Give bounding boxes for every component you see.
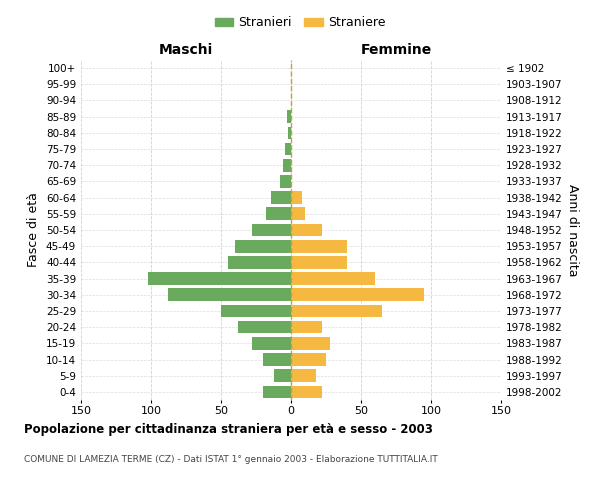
Bar (228, 256, 291, 268)
Bar (291, 256, 347, 268)
Bar (280, 175, 291, 188)
Bar (252, 337, 291, 349)
Bar (291, 321, 322, 334)
Bar (263, 353, 291, 366)
Text: Maschi: Maschi (159, 43, 213, 57)
Bar (221, 304, 291, 318)
Bar (266, 208, 291, 220)
Bar (263, 386, 291, 398)
Text: Popolazione per cittadinanza straniera per età e sesso - 2003: Popolazione per cittadinanza straniera p… (24, 422, 433, 436)
Bar (252, 224, 291, 236)
Text: Femmine: Femmine (361, 43, 431, 57)
Bar (291, 240, 347, 252)
Bar (168, 288, 291, 301)
Legend: Stranieri, Straniere: Stranieri, Straniere (209, 11, 391, 34)
Bar (238, 321, 291, 334)
Bar (291, 208, 305, 220)
Bar (291, 288, 424, 301)
Bar (291, 370, 316, 382)
Bar (291, 386, 322, 398)
Bar (148, 272, 291, 285)
Text: COMUNE DI LAMEZIA TERME (CZ) - Dati ISTAT 1° gennaio 2003 - Elaborazione TUTTITA: COMUNE DI LAMEZIA TERME (CZ) - Dati ISTA… (24, 455, 438, 464)
Bar (291, 272, 375, 285)
Bar (286, 142, 291, 156)
Bar (288, 126, 291, 139)
Bar (274, 370, 291, 382)
Bar (271, 192, 291, 204)
Bar (235, 240, 291, 252)
Bar (291, 224, 322, 236)
Bar (291, 192, 302, 204)
Bar (291, 337, 330, 349)
Bar (291, 353, 326, 366)
Bar (287, 110, 291, 123)
Y-axis label: Fasce di età: Fasce di età (28, 192, 40, 268)
Y-axis label: Anni di nascita: Anni di nascita (566, 184, 579, 276)
Bar (291, 304, 382, 318)
Bar (283, 159, 291, 172)
